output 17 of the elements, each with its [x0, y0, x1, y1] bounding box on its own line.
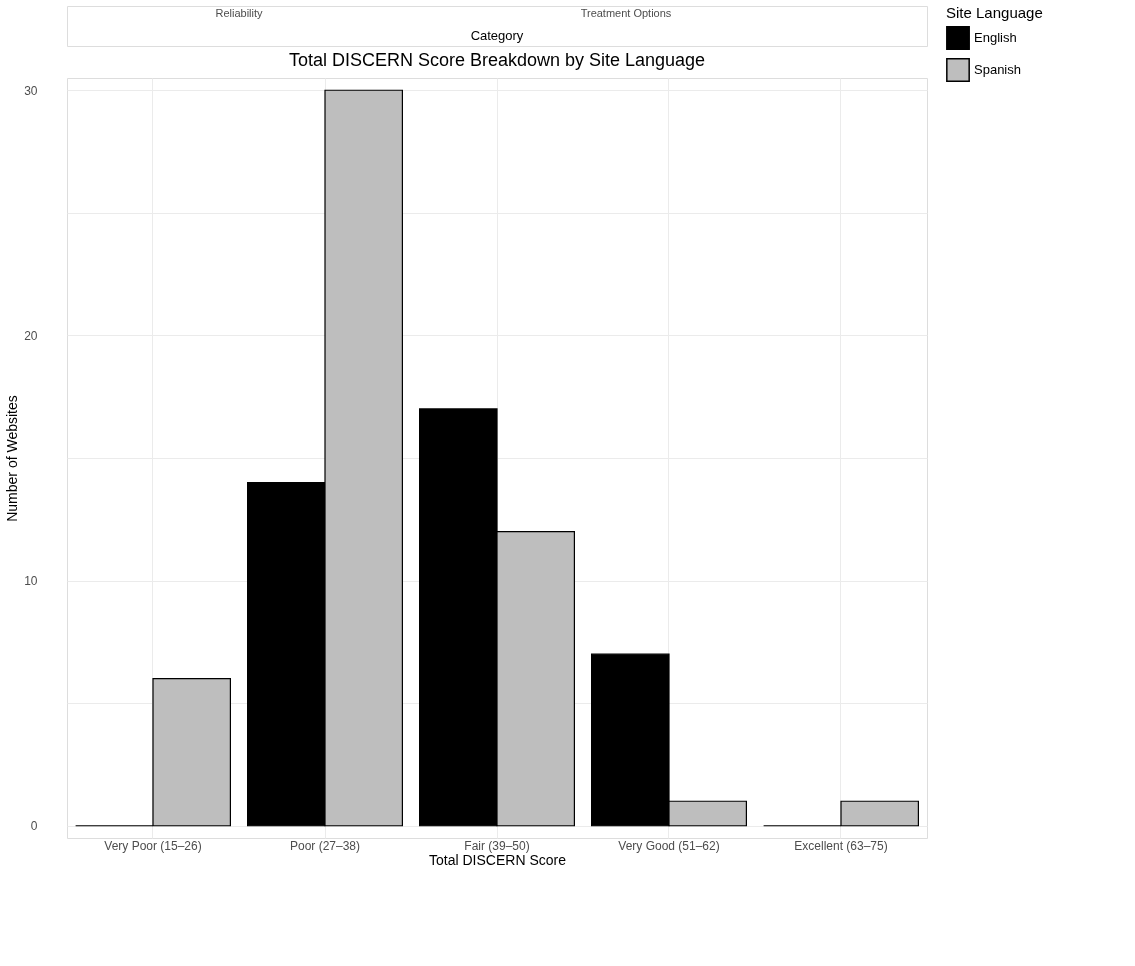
y-tick-label: 10 — [24, 574, 38, 589]
legend-label: English — [974, 30, 1017, 45]
legend-label: Spanish — [974, 62, 1021, 77]
x-tick-label: Very Good (51–62) — [618, 838, 720, 853]
x-tick-label: Very Poor (15–26) — [104, 838, 202, 853]
text: Treatment Options — [580, 7, 672, 19]
x-tick-label: Excellent (63–75) — [794, 838, 888, 853]
text: Category — [470, 28, 524, 43]
x-tick-label: Poor (27–38) — [289, 838, 361, 853]
legend-title: Site Language — [946, 4, 1043, 21]
text: Reliability — [215, 7, 264, 19]
y-tick-label: 20 — [24, 328, 38, 343]
y-axis-title: Number of Websites — [4, 395, 21, 522]
chart-title: Total DISCERN Score Breakdown by Site Language — [288, 50, 706, 70]
x-tick-label: Fair (39–50) — [464, 838, 530, 853]
y-tick-label: 30 — [24, 83, 38, 98]
y-tick-label: 0 — [30, 819, 38, 834]
